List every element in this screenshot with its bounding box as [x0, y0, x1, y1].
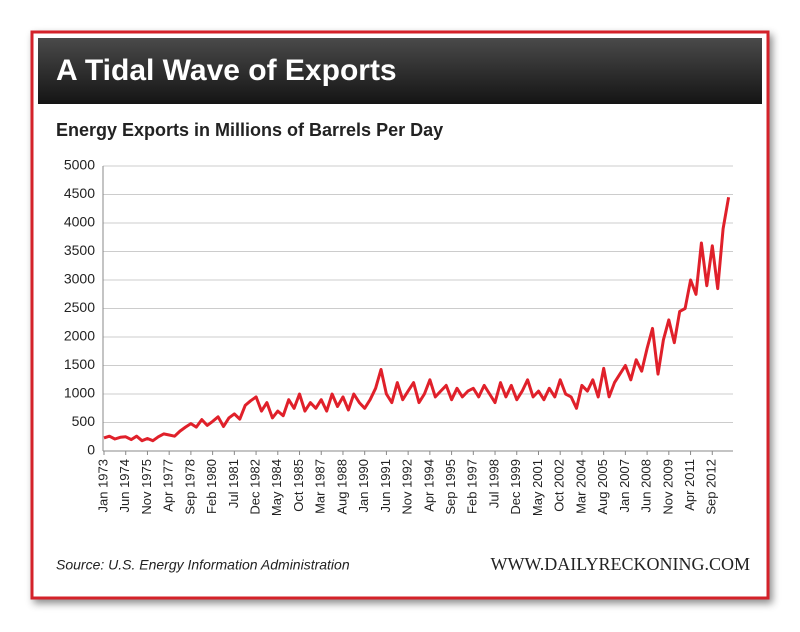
x-tick-label: Apr 1977 — [161, 459, 176, 512]
frame — [30, 30, 770, 600]
header — [38, 38, 762, 104]
x-tick-label: Mar 2004 — [573, 459, 588, 514]
y-tick-label: 500 — [72, 413, 96, 429]
x-tick-label: May 2001 — [530, 459, 545, 516]
y-tick-label: 2000 — [64, 328, 95, 344]
subtitle: Energy Exports in Millions of Barrels Pe… — [56, 120, 443, 140]
x-tick-label: Jun 2008 — [639, 459, 654, 513]
x-tick-label: Sep 2012 — [704, 459, 719, 515]
x-tick-label: Jan 1973 — [95, 459, 110, 513]
website: WWW.DAILYRECKONING.COM — [490, 554, 750, 574]
x-tick-label: Jul 1981 — [226, 459, 241, 508]
x-tick-label: Jan 2007 — [617, 459, 632, 513]
x-tick-label: Dec 1982 — [248, 459, 263, 515]
x-tick-label: Nov 2009 — [660, 459, 675, 515]
x-tick-label: May 1984 — [269, 459, 284, 516]
y-tick-label: 3500 — [64, 242, 95, 258]
source: Source: U.S. Energy Information Administ… — [56, 557, 350, 573]
y-tick-label: 1500 — [64, 356, 95, 372]
x-tick-label: Jun 1991 — [378, 459, 393, 513]
x-tick-label: Oct 1985 — [291, 459, 306, 512]
x-tick-label: Apr 1994 — [421, 459, 436, 512]
x-tick-label: Dec 1999 — [508, 459, 523, 515]
y-tick-label: 5000 — [64, 157, 95, 173]
x-tick-label: Jul 1998 — [486, 459, 501, 508]
x-tick-label: Sep 1978 — [182, 459, 197, 515]
x-tick-label: Jun 1974 — [117, 459, 132, 513]
x-tick-label: Feb 1980 — [204, 459, 219, 514]
y-tick-label: 1000 — [64, 385, 95, 401]
data-line — [103, 197, 731, 443]
x-tick-label: Aug 2005 — [595, 459, 610, 515]
y-tick-label: 4500 — [64, 185, 95, 201]
x-tick-label: Jan 1990 — [356, 459, 371, 513]
x-tick-label: Feb 1997 — [465, 459, 480, 514]
y-tick-label: 2500 — [64, 299, 95, 315]
x-tick-label: Sep 1995 — [443, 459, 458, 515]
y-tick-label: 4000 — [64, 214, 95, 230]
x-tick-label: Nov 1975 — [139, 459, 154, 515]
x-tick-label: Nov 1992 — [400, 459, 415, 515]
plot-area: 0 500 1000 1500 2000 2500 3000 3500 4000 4500 5000… — [64, 157, 733, 516]
x-tick-label: Oct 2002 — [552, 459, 567, 512]
x-tick-label: Aug 1988 — [334, 459, 349, 515]
x-tick-label: Apr 2011 — [682, 459, 697, 511]
x-tick-label: Mar 1987 — [313, 459, 328, 514]
y-tick-label: 3000 — [64, 271, 95, 287]
y-tick-label: 0 — [87, 442, 95, 458]
title: A Tidal Wave of Exports — [56, 54, 397, 87]
